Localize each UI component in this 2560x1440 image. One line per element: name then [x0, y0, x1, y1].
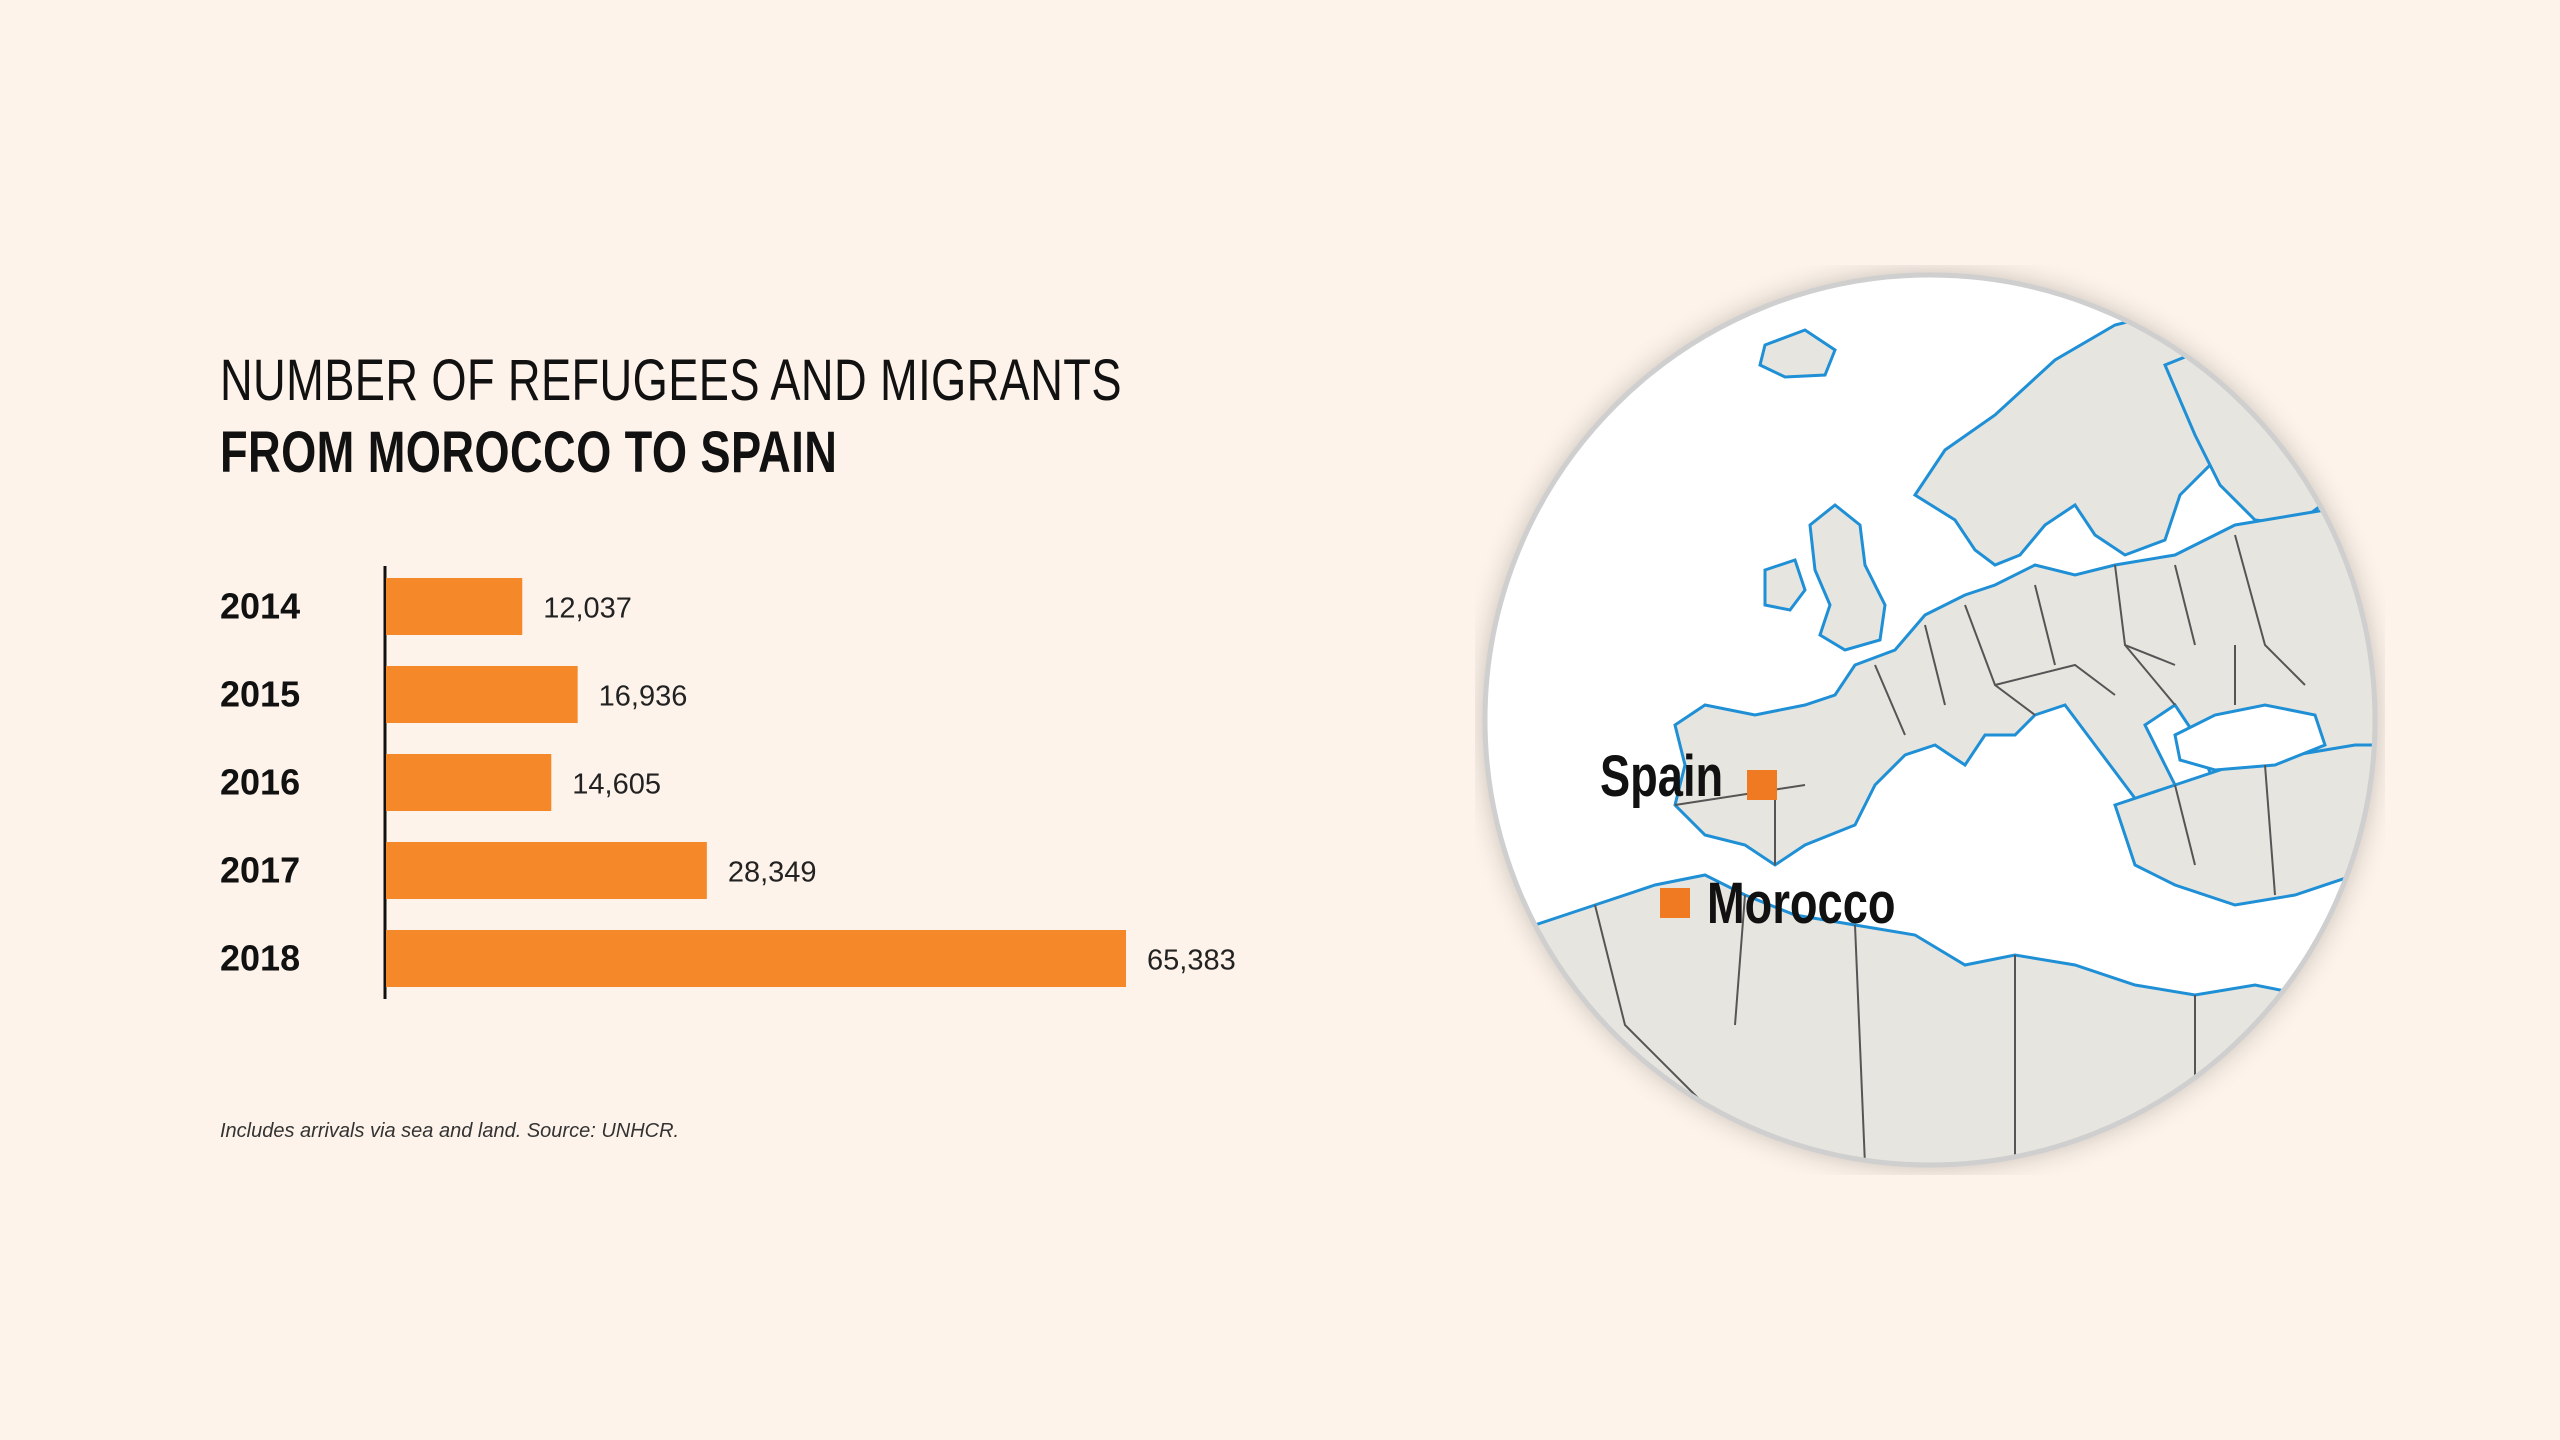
value-label-2016: 14,605 — [572, 769, 661, 801]
chart-title: NUMBER OF REFUGEES AND MIGRANTS FROM MOR… — [220, 345, 1376, 489]
value-label-2017: 28,349 — [728, 857, 817, 889]
category-label-2015: 2015 — [220, 674, 300, 715]
iceland-land — [1758, 328, 1837, 379]
country-borders — [1504, 534, 2306, 1165]
europe-map: Spain Morocco — [1475, 265, 2385, 1175]
category-label-2017: 2017 — [220, 850, 300, 891]
category-label-2014: 2014 — [220, 586, 300, 627]
title-line-2: FROM MOROCCO TO SPAIN — [220, 420, 838, 485]
value-label-2014: 12,037 — [543, 593, 632, 625]
map-frame — [1482, 272, 2378, 1168]
spain-label: Spain — [1600, 744, 1724, 809]
britain-land — [1808, 503, 1887, 652]
ireland-land — [1763, 558, 1807, 612]
bar-2014 — [386, 578, 523, 635]
category-label-2016: 2016 — [220, 762, 300, 803]
spain-marker — [1747, 770, 1777, 800]
bar-2018 — [386, 930, 1126, 987]
bar-2016 — [386, 754, 552, 811]
morocco-marker — [1660, 888, 1690, 918]
source-footnote: Includes arrivals via sea and land. Sour… — [220, 1120, 680, 1142]
bar-2017 — [386, 842, 707, 899]
value-label-2015: 16,936 — [599, 681, 688, 713]
bar-2015 — [386, 666, 578, 723]
map-canvas — [1482, 272, 2378, 1168]
bar-chart: 2014 12,037 2015 16,936 2016 14,605 2017 28,349… — [220, 566, 1236, 999]
title-line-1: NUMBER OF REFUGEES AND MIGRANTS — [220, 348, 1122, 413]
morocco-label: Morocco — [1707, 871, 1896, 936]
value-label-2018: 65,383 — [1147, 945, 1236, 977]
black-sea — [2173, 703, 2327, 772]
category-label-2018: 2018 — [220, 938, 300, 979]
